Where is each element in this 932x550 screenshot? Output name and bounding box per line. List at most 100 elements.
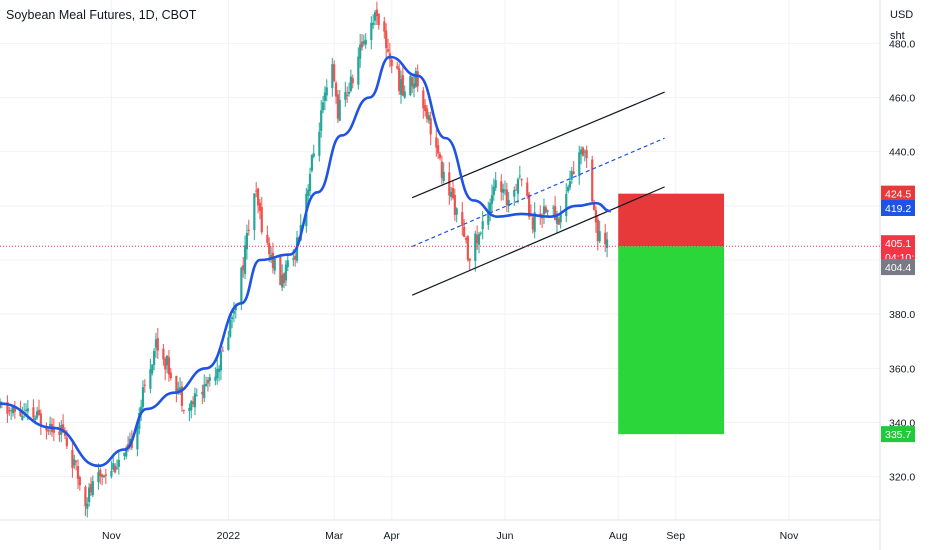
candle bbox=[334, 80, 338, 104]
candle-body bbox=[52, 427, 55, 433]
candle bbox=[175, 375, 178, 403]
candle-body bbox=[11, 406, 15, 414]
candle-body bbox=[331, 64, 334, 89]
candle bbox=[190, 399, 193, 419]
candle-body bbox=[178, 387, 182, 392]
candle bbox=[110, 460, 113, 479]
stop-loss-zone bbox=[618, 193, 725, 247]
candle-body bbox=[455, 208, 458, 215]
currency-label: USD bbox=[890, 9, 914, 21]
candle bbox=[581, 146, 585, 157]
candle bbox=[58, 422, 61, 442]
x-tick-label: Apr bbox=[384, 530, 401, 542]
candle bbox=[336, 89, 339, 123]
candle-body bbox=[557, 218, 560, 225]
candle bbox=[78, 475, 81, 491]
candle bbox=[325, 79, 328, 102]
candle bbox=[557, 216, 560, 225]
candle-body bbox=[269, 255, 273, 258]
candle bbox=[99, 467, 102, 485]
candle bbox=[193, 387, 197, 416]
candle-body bbox=[479, 232, 482, 234]
candle bbox=[466, 235, 469, 262]
candle-body bbox=[451, 188, 455, 199]
candle-body bbox=[86, 503, 89, 509]
candle bbox=[169, 367, 172, 381]
price-tag-text: 404.4 bbox=[885, 262, 911, 274]
candle-body bbox=[115, 467, 119, 469]
candle bbox=[6, 395, 9, 423]
candle-body bbox=[349, 76, 352, 91]
candle-body bbox=[351, 78, 354, 84]
candle bbox=[435, 129, 438, 157]
candle bbox=[544, 204, 547, 214]
candle bbox=[464, 236, 468, 244]
y-tick-label: 320.0 bbox=[889, 472, 915, 484]
candle-body bbox=[308, 173, 312, 192]
candle-body bbox=[253, 193, 256, 231]
candle bbox=[414, 67, 417, 88]
candle-body bbox=[592, 204, 596, 210]
price-tag: 335.7 bbox=[881, 426, 915, 443]
candle-body bbox=[65, 437, 68, 447]
candle bbox=[154, 332, 158, 358]
candle-body bbox=[466, 236, 469, 260]
candle-body bbox=[605, 239, 609, 248]
moving-average-line bbox=[0, 55, 611, 468]
candle bbox=[520, 178, 523, 187]
candle bbox=[429, 111, 432, 146]
candle-body bbox=[136, 425, 139, 450]
candle bbox=[578, 145, 581, 185]
candle-body bbox=[247, 229, 250, 231]
candle bbox=[216, 358, 219, 385]
candle bbox=[273, 256, 276, 275]
candle-body bbox=[21, 416, 24, 420]
candle bbox=[494, 172, 497, 192]
candle bbox=[203, 374, 206, 403]
candle bbox=[115, 459, 119, 470]
candle bbox=[91, 475, 94, 498]
candle bbox=[515, 183, 518, 191]
candle-body bbox=[292, 258, 295, 260]
candle-body bbox=[414, 71, 417, 87]
candle-body bbox=[490, 195, 494, 204]
candle-body bbox=[37, 409, 41, 416]
candle bbox=[516, 177, 520, 204]
candle-body bbox=[325, 87, 328, 96]
time-axis: Nov 2022 Mar Apr Jun Aug Sep Nov bbox=[0, 519, 880, 542]
candle bbox=[114, 463, 117, 474]
candle bbox=[568, 170, 572, 191]
candle-body bbox=[47, 429, 50, 432]
candle bbox=[21, 406, 24, 421]
candle-body bbox=[169, 372, 172, 379]
candle bbox=[468, 258, 471, 271]
candle-body bbox=[10, 410, 13, 412]
candle-body bbox=[390, 59, 393, 67]
candle bbox=[401, 66, 404, 97]
candle-body bbox=[463, 226, 466, 237]
candle-body bbox=[604, 232, 607, 245]
candle-body bbox=[492, 186, 495, 195]
price-tag-bg bbox=[881, 200, 915, 216]
candle-body bbox=[195, 395, 198, 397]
candle-body bbox=[245, 232, 249, 250]
candle-body bbox=[63, 433, 67, 436]
candle-body bbox=[36, 411, 39, 418]
candle-body bbox=[123, 452, 126, 457]
candle-body bbox=[578, 152, 581, 177]
candle-body bbox=[403, 91, 406, 98]
candle bbox=[45, 422, 48, 440]
candle-body bbox=[193, 393, 197, 408]
candle-body bbox=[572, 171, 575, 175]
candle bbox=[416, 64, 419, 93]
candle bbox=[180, 381, 184, 412]
candle-body bbox=[217, 368, 221, 372]
candle-body bbox=[110, 471, 113, 477]
price-tag: 419.2 bbox=[881, 200, 915, 216]
candle bbox=[39, 409, 42, 436]
candle-body bbox=[201, 392, 204, 395]
candle bbox=[266, 225, 269, 246]
candle bbox=[357, 47, 360, 90]
candle bbox=[455, 207, 458, 223]
